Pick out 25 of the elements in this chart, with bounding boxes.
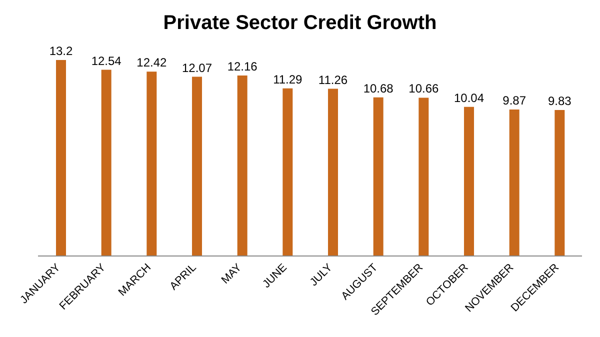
- data-label: 13.2: [49, 44, 73, 58]
- bar: [237, 75, 248, 256]
- chart-title: Private Sector Credit Growth: [162, 11, 438, 36]
- bar: [464, 106, 474, 256]
- data-label: 12.54: [91, 54, 122, 68]
- bar: [282, 88, 293, 256]
- data-label: 10.66: [408, 82, 440, 96]
- data-label: 10.04: [454, 90, 484, 105]
- data-label: 10.68: [363, 81, 394, 96]
- data-label: 12.16: [227, 59, 258, 74]
- bar: [554, 110, 565, 256]
- data-label: 9.87: [502, 93, 526, 108]
- data-label: 12.42: [136, 56, 168, 70]
- bar: [146, 72, 157, 256]
- data-label: 12.07: [182, 60, 212, 75]
- data-label: 9.83: [548, 94, 572, 108]
- bar: [56, 60, 66, 256]
- data-label: 11.26: [318, 72, 348, 87]
- bar: [101, 70, 112, 256]
- bar: [192, 76, 202, 256]
- bar: [509, 109, 520, 256]
- bar: [418, 98, 429, 256]
- data-label: 11.29: [273, 72, 303, 86]
- bar: [328, 88, 338, 256]
- bar: [373, 97, 384, 256]
